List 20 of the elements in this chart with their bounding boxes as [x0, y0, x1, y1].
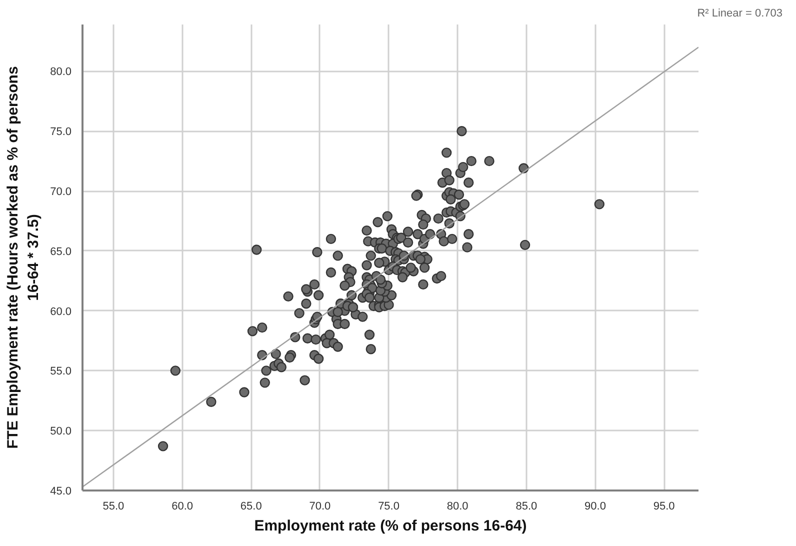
x-tick-label: 95.0	[653, 500, 675, 512]
y-tick-label: 80.0	[50, 66, 72, 78]
y-tick-label: 55.0	[50, 366, 72, 378]
x-tick-label: 65.0	[240, 500, 262, 512]
x-tick-label: 60.0	[172, 500, 194, 512]
y-tick-label: 60.0	[50, 306, 72, 318]
text: R² Linear = 0.703	[697, 8, 783, 20]
y-tick-label: 45.0	[50, 486, 72, 498]
x-tick-label: 55.0	[102, 500, 124, 512]
x-tick-label: 75.0	[378, 500, 400, 512]
y-tick-label: 50.0	[50, 426, 72, 438]
y-tick-label: 75.0	[50, 126, 72, 138]
y-tick-label: 70.0	[50, 186, 72, 198]
y-tick-label: 65.0	[50, 246, 72, 258]
x-tick-label: 90.0	[584, 500, 606, 512]
x-tick-label: 70.0	[309, 500, 331, 512]
x-tick-label: 85.0	[516, 500, 538, 512]
x-axis-title: Employment rate (% of persons 16-64)	[254, 518, 527, 534]
y-axis-title: FTE Employment rate (Hours worked as % of persons 16-64 * 37.5)	[4, 66, 42, 449]
x-tick-label: 80.0	[446, 500, 468, 512]
